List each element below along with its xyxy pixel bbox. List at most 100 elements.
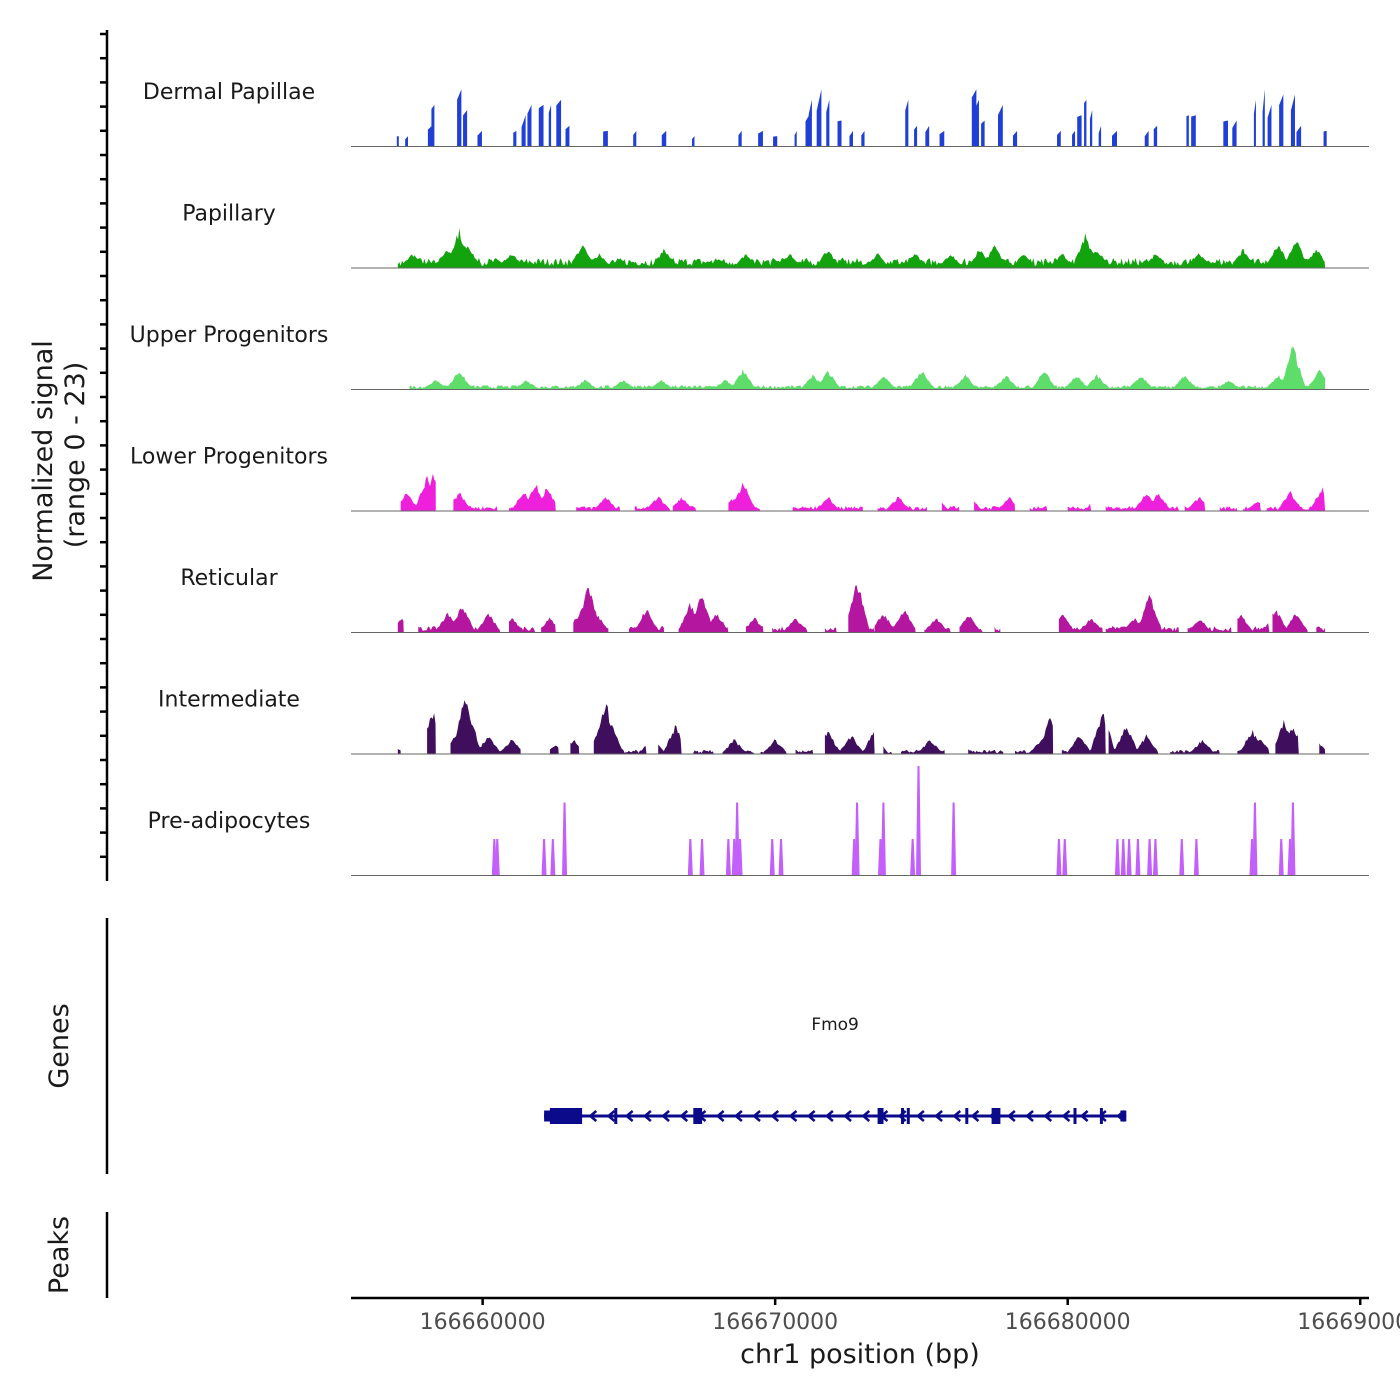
- coverage-tracks: Dermal Papillae Papillary Upper Progenitor…: [130, 80, 1369, 876]
- signal-peak: [837, 120, 842, 147]
- signal-peak: [687, 839, 693, 876]
- signal-peak: [1279, 94, 1284, 147]
- strand-arrow: [824, 1110, 834, 1122]
- track-reticular: Reticular: [180, 566, 1369, 633]
- signal-peak: [477, 130, 482, 147]
- signal-area: [1266, 487, 1326, 511]
- signal-peak: [1112, 130, 1117, 147]
- signal-area: [959, 616, 983, 633]
- peaks-panel-title: Peaks: [44, 1216, 75, 1294]
- signal-peak: [1252, 802, 1258, 876]
- signal-peak: [541, 839, 547, 876]
- track-dermal-papillae: Dermal Papillae: [143, 80, 1369, 147]
- signal-area: [941, 502, 960, 511]
- strand-arrow: [1061, 1110, 1071, 1122]
- strand-arrow: [1043, 1110, 1053, 1122]
- gene-exon: [991, 1108, 1001, 1124]
- signal-peak: [1089, 110, 1093, 147]
- signal-peak: [396, 136, 399, 147]
- signal-peak: [457, 89, 462, 147]
- track-lower-progenitors: Lower Progenitors: [130, 445, 1369, 512]
- signal-area: [824, 731, 875, 754]
- signal-peak: [494, 839, 500, 876]
- strand-arrow: [861, 1110, 871, 1122]
- track-label: Lower Progenitors: [130, 445, 328, 470]
- signal-peak: [805, 115, 810, 147]
- signal-area: [874, 610, 916, 633]
- signal-peak: [427, 125, 433, 147]
- x-tick-label: 166670000: [712, 1310, 838, 1335]
- signal-peak: [1072, 130, 1076, 147]
- signal-peak: [939, 130, 945, 147]
- signal-peak: [1126, 839, 1132, 876]
- signal-area: [400, 473, 436, 511]
- signal-peak: [737, 839, 743, 876]
- signal-peak: [725, 839, 731, 876]
- track-label: Upper Progenitors: [130, 323, 329, 348]
- signal-peak: [1323, 130, 1327, 147]
- signal-peak: [405, 136, 409, 147]
- signal-peak: [1262, 89, 1265, 147]
- signal-area: [593, 704, 647, 754]
- gene-exon: [693, 1108, 703, 1124]
- strand-arrow: [915, 1110, 925, 1122]
- signal-area: [848, 585, 875, 633]
- signal-peak: [1191, 115, 1196, 147]
- signal-area: [974, 497, 1015, 511]
- signal-area: [745, 617, 764, 633]
- strand-arrow: [1025, 1110, 1034, 1122]
- strand-arrow: [788, 1110, 798, 1122]
- strand-arrow: [770, 1110, 780, 1122]
- signal-area: [1105, 493, 1179, 511]
- strand-arrow: [843, 1110, 852, 1122]
- signal-peak: [1153, 125, 1158, 147]
- signal-area: [728, 482, 761, 511]
- signal-area: [453, 492, 498, 511]
- gene-exon: [1120, 1110, 1127, 1122]
- signal-peak: [463, 110, 468, 147]
- signal-peak: [738, 130, 742, 147]
- signal-peak: [556, 99, 562, 147]
- signal-area: [1105, 594, 1179, 633]
- signal-area: [1061, 713, 1106, 754]
- signal-peak: [773, 136, 778, 147]
- signal-peak: [758, 130, 763, 147]
- strand-arrow: [1006, 1110, 1016, 1122]
- signal-peak: [925, 125, 930, 147]
- signal-area: [1243, 502, 1261, 511]
- signal-area: [549, 745, 559, 754]
- signal-area: [1108, 727, 1159, 754]
- signal-peak: [1098, 125, 1102, 147]
- signal-area: [1067, 503, 1092, 511]
- signal-peak: [916, 766, 922, 876]
- signal-area: [795, 749, 814, 754]
- signal-area: [1058, 614, 1103, 633]
- signal-peak: [816, 89, 822, 147]
- signal-area: [877, 496, 928, 511]
- signal-peak: [794, 130, 797, 147]
- strand-arrow: [1097, 1110, 1107, 1122]
- signal-area: [576, 497, 621, 511]
- signal-peak: [692, 136, 695, 147]
- signal-area: [1237, 729, 1270, 754]
- signal-area: [1184, 497, 1206, 511]
- signal-peak: [1186, 115, 1189, 147]
- signal-peak: [981, 120, 985, 147]
- gene-exon: [1073, 1108, 1077, 1124]
- signal-area: [1272, 610, 1308, 633]
- signal-area: [573, 587, 609, 633]
- signal-area: [427, 713, 436, 754]
- signal-peak: [699, 839, 705, 876]
- signal-peak: [565, 125, 570, 147]
- signal-area: [824, 627, 837, 633]
- signal-area: [1015, 718, 1054, 754]
- signal-y-axis-ticks: [100, 32, 107, 859]
- signal-peak: [854, 802, 860, 876]
- signal-peak: [880, 802, 886, 876]
- y-axis-title-line2: (range 0 - 23): [60, 362, 91, 549]
- strand-arrow: [733, 1110, 743, 1122]
- strand-arrow: [715, 1110, 725, 1122]
- signal-area: [397, 228, 1326, 268]
- signal-area: [397, 749, 401, 754]
- signal-area: [693, 749, 714, 754]
